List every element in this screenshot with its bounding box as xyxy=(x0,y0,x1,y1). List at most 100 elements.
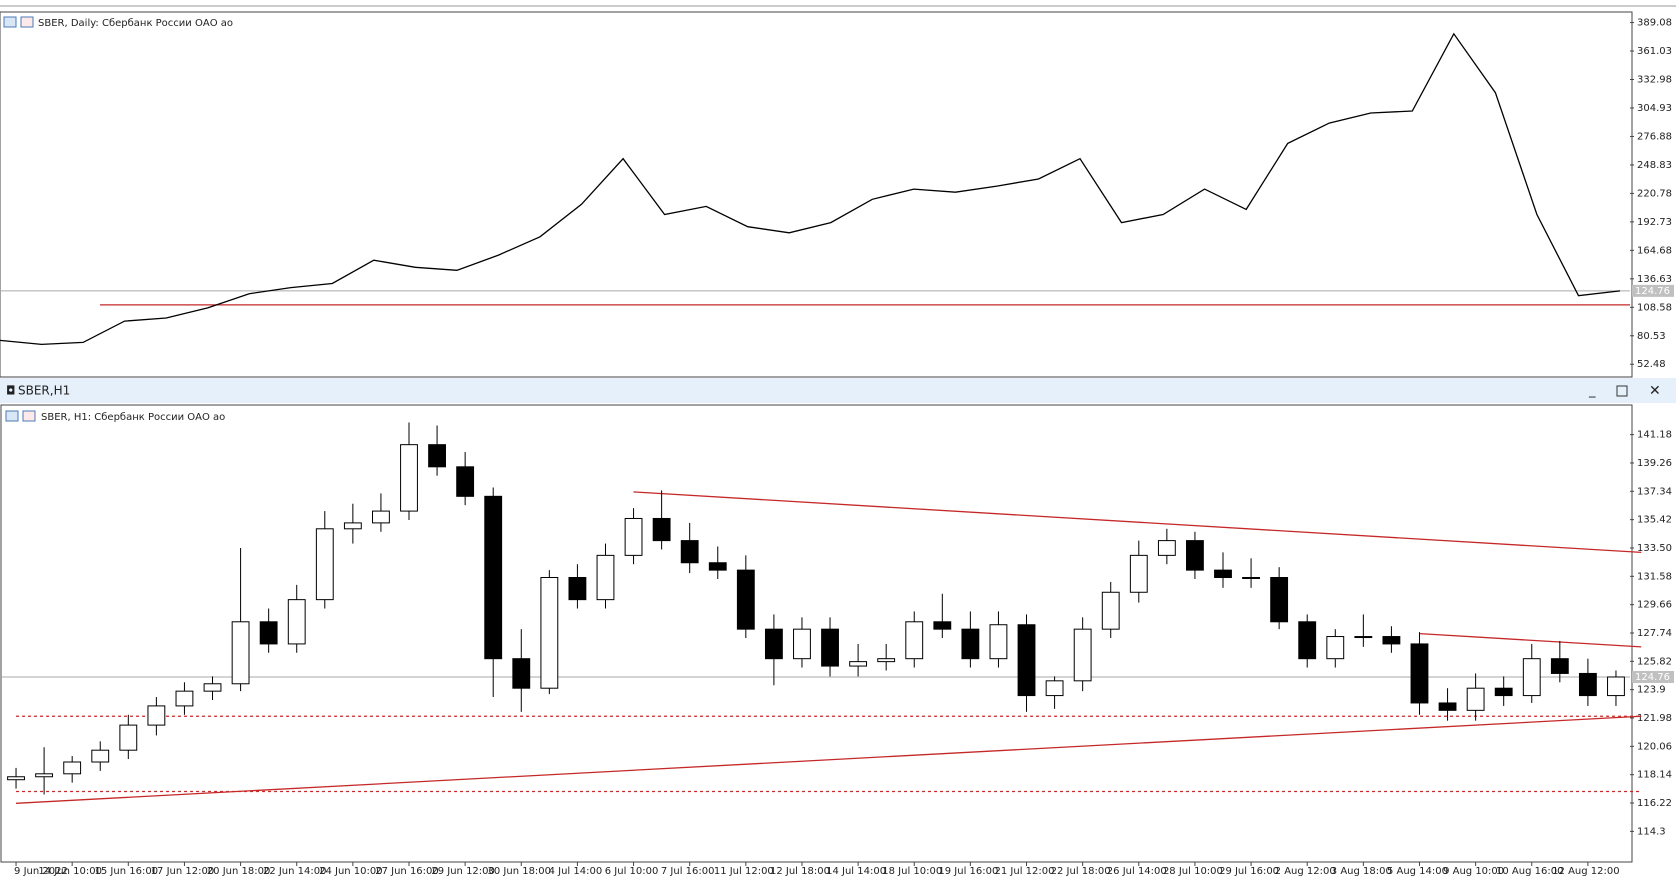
x-tick-label: 15 Jun 16:00 xyxy=(95,866,159,877)
candle-body xyxy=(764,628,783,660)
candle-body xyxy=(849,661,868,667)
candle-body xyxy=(35,773,54,778)
y-tick-label: 389.08 xyxy=(1637,18,1672,29)
x-tick-label: 22 Jul 18:00 xyxy=(1051,866,1111,877)
y-tick-label: 129.66 xyxy=(1637,600,1672,611)
x-tick-label: 6 Jul 10:00 xyxy=(605,866,659,877)
candle-body xyxy=(1438,702,1457,711)
x-tick-label: 17 Jun 12:00 xyxy=(151,866,215,877)
candle-body xyxy=(259,621,278,645)
candle-body xyxy=(1607,676,1625,697)
daily-header: SBER, Daily: Сбербанк России ОАО ао xyxy=(38,18,233,29)
x-tick-label: 3 Aug 18:00 xyxy=(1331,866,1392,877)
daily-frame xyxy=(0,11,1633,378)
x-tick-label: 27 Jun 16:00 xyxy=(375,866,439,877)
y-tick-label: 304.93 xyxy=(1637,103,1672,114)
y-tick-label: 118.14 xyxy=(1637,770,1672,781)
x-tick-label: 11 Jul 12:00 xyxy=(714,866,774,877)
x-tick-label: 26 Jul 14:00 xyxy=(1107,866,1167,877)
y-tick-label: 332.98 xyxy=(1637,75,1672,86)
x-tick-label: 21 Jul 12:00 xyxy=(995,866,1055,877)
candle-body xyxy=(1298,621,1317,660)
icon xyxy=(22,410,36,422)
candle-body xyxy=(1186,540,1204,571)
candle-body xyxy=(315,528,334,601)
close-button[interactable]: ✕ xyxy=(1649,383,1661,399)
x-tick-label: 29 Jul 16:00 xyxy=(1219,866,1279,877)
candle-body xyxy=(231,621,250,685)
icon xyxy=(20,16,34,28)
icon xyxy=(3,16,17,28)
y-tick-label: 141.18 xyxy=(1637,430,1672,441)
candle-body xyxy=(905,621,924,660)
x-tick-label: 12 Jul 18:00 xyxy=(770,866,830,877)
window-title: SBER,H1 xyxy=(18,384,70,398)
candle-body xyxy=(428,444,446,468)
current-price-box xyxy=(1632,284,1674,297)
candle-body xyxy=(1550,658,1569,674)
y-tick-label: 125.82 xyxy=(1637,656,1672,667)
y-tick-label: 121.98 xyxy=(1637,713,1672,724)
candle-body xyxy=(596,554,615,601)
candle-body xyxy=(1157,540,1176,556)
y-tick-label: 137.34 xyxy=(1637,486,1672,497)
candle-body xyxy=(1382,636,1401,645)
candle-body xyxy=(203,683,222,692)
y-tick-label: 80.53 xyxy=(1637,331,1666,342)
candle-body xyxy=(1073,628,1092,682)
candle-body xyxy=(119,724,138,751)
candle-body xyxy=(1354,636,1373,639)
candle-body xyxy=(1242,577,1260,580)
x-tick-label: 24 Jun 10:00 xyxy=(319,866,383,877)
candle-body xyxy=(1466,687,1485,711)
candle-body xyxy=(1017,624,1036,697)
x-tick-label: 19 Jul 16:00 xyxy=(938,866,998,877)
x-tick-label: 9 Jun 2022 xyxy=(14,866,68,877)
y-tick-label: 220.78 xyxy=(1637,188,1672,199)
x-tick-label: 5 Aug 14:00 xyxy=(1387,866,1448,877)
candle-body xyxy=(147,705,166,726)
y-tick-label: 108.58 xyxy=(1637,302,1672,313)
maximize-button[interactable] xyxy=(1616,385,1628,397)
x-tick-label: 29 Jun 12:00 xyxy=(431,866,495,877)
x-tick-label: 7 Jul 16:00 xyxy=(661,866,715,877)
candle-body xyxy=(1578,672,1597,697)
candle-body xyxy=(1214,569,1232,579)
candle-body xyxy=(708,562,727,571)
y-tick-label: 120.06 xyxy=(1637,741,1672,752)
candle-body xyxy=(793,628,811,660)
candle-body xyxy=(540,577,559,689)
candle-body xyxy=(484,495,503,660)
candle-body xyxy=(736,569,755,630)
candle-body xyxy=(343,522,362,530)
icon xyxy=(5,410,19,422)
y-tick-label: 192.73 xyxy=(1637,217,1672,228)
x-tick-label: 18 Jul 10:00 xyxy=(882,866,942,877)
x-tick-label: 28 Jul 10:00 xyxy=(1163,866,1223,877)
candle-body xyxy=(456,466,475,497)
x-tick-label: 9 Aug 10:00 xyxy=(1443,866,1504,877)
candle-body xyxy=(961,628,980,660)
window-icon: ◘ xyxy=(6,384,16,398)
candle-body xyxy=(1494,687,1513,697)
y-tick-label: 52.48 xyxy=(1637,359,1666,370)
y-tick-label: 136.63 xyxy=(1637,274,1672,285)
y-tick-label: 135.42 xyxy=(1637,515,1672,526)
x-tick-label: 14 Jun 10:00 xyxy=(38,866,102,877)
y-tick-label: 361.03 xyxy=(1637,46,1672,57)
candle-body xyxy=(568,577,587,601)
candle-body xyxy=(1326,636,1345,660)
candle-body xyxy=(287,599,306,645)
x-tick-label: 12 Aug 12:00 xyxy=(1552,866,1619,877)
trend-line xyxy=(15,715,1642,804)
x-tick-label: 2 Aug 12:00 xyxy=(1275,866,1336,877)
y-tick-label: 164.68 xyxy=(1637,245,1672,256)
current-price-label: 124.76 xyxy=(1635,286,1670,297)
y-tick-label: 133.50 xyxy=(1637,543,1672,554)
y-tick-label: 127.74 xyxy=(1637,628,1672,639)
candle-body xyxy=(91,749,110,763)
minimize-button[interactable]: _ xyxy=(1588,384,1596,399)
candle-body xyxy=(63,761,82,775)
